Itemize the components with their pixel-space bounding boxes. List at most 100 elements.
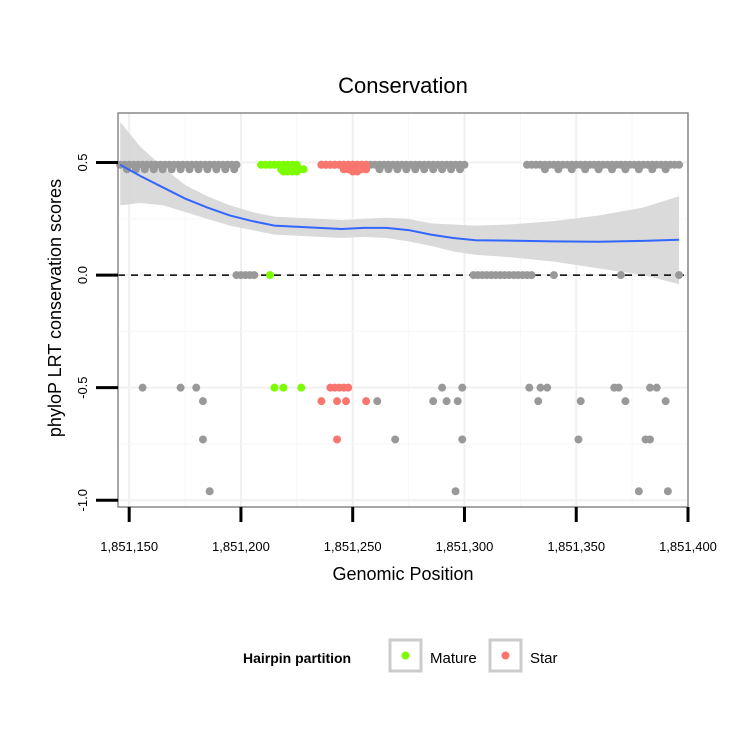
point-other (373, 397, 382, 406)
point-other (140, 165, 149, 174)
x-tick-label: 1,851,150 (100, 539, 158, 554)
point-other (393, 165, 402, 174)
point-other (250, 271, 259, 280)
point-other (451, 487, 460, 496)
point-other (384, 165, 393, 174)
point-other (648, 165, 657, 174)
point-other (212, 165, 221, 174)
point-other (536, 383, 545, 392)
confidence-band (120, 122, 680, 285)
point-star (362, 165, 371, 174)
legend-label-star: Star (530, 650, 558, 667)
point-other (663, 487, 672, 496)
axes: 1,851,150 1,851,200 1,851,250 1,851,300 1,85… (75, 153, 717, 554)
point-other (543, 383, 552, 392)
point-other (205, 487, 214, 496)
point-other (402, 165, 411, 174)
point-other (652, 383, 661, 392)
point-star (333, 435, 342, 444)
point-other (198, 397, 207, 406)
point-mature (297, 383, 306, 392)
point-other (646, 383, 654, 392)
point-other (438, 383, 447, 392)
point-other (453, 397, 462, 406)
point-other (540, 165, 549, 174)
point-other (176, 165, 185, 174)
legend-title: Hairpin partition (243, 650, 351, 666)
point-other (442, 397, 451, 406)
point-other (149, 165, 158, 174)
point-other (554, 165, 563, 174)
point-other (646, 435, 654, 444)
y-tick-label: -0.5 (75, 376, 90, 398)
plot-panel (116, 112, 689, 508)
legend-label-mature: Mature (430, 650, 477, 667)
point-other (447, 165, 456, 174)
y-tick-label: -1.0 (75, 489, 90, 511)
x-axis-title: Genomic Position (332, 564, 473, 584)
point-other (567, 165, 576, 174)
point-other (203, 165, 212, 174)
y-tick-label: 0.5 (75, 153, 90, 171)
point-other (375, 165, 384, 174)
point-other (675, 160, 684, 169)
point-mature (270, 383, 279, 392)
x-tick-label: 1,851,200 (212, 539, 270, 554)
point-mature (299, 165, 308, 174)
point-other (574, 435, 583, 444)
point-other (458, 435, 467, 444)
legend-star-dot (501, 651, 510, 660)
point-star (353, 167, 362, 176)
point-other (221, 165, 230, 174)
panel-border (117, 112, 689, 508)
x-tick-label: 1,851,300 (436, 539, 494, 554)
point-other (230, 165, 239, 174)
point-other (581, 165, 590, 174)
point-other (429, 165, 438, 174)
point-other (634, 165, 643, 174)
point-other (158, 165, 167, 174)
y-tick-label: 0.0 (75, 266, 90, 284)
x-tick-label: 1,851,350 (547, 539, 605, 554)
point-star (317, 397, 326, 406)
y-axis-title: phyloP LRT conservation scores (45, 179, 65, 437)
point-other (621, 165, 630, 174)
point-other (576, 397, 585, 406)
point-other (634, 487, 643, 496)
point-star (333, 397, 342, 406)
x-tick-label: 1,851,250 (324, 539, 382, 554)
smooth-line (119, 163, 680, 243)
point-other (456, 165, 464, 174)
confidence-ribbon (120, 122, 680, 285)
point-other (138, 383, 147, 392)
point-other (594, 165, 603, 174)
legend-mature-dot (401, 651, 410, 660)
point-other (661, 397, 670, 406)
loess-line (119, 163, 680, 243)
point-other (176, 383, 185, 392)
point-other (525, 383, 534, 392)
x-tick-label: 1,851,400 (659, 539, 717, 554)
point-other (527, 271, 536, 280)
point-mature (266, 271, 274, 280)
point-other (614, 383, 623, 392)
point-other (661, 165, 670, 174)
point-other (621, 397, 630, 406)
point-other (675, 271, 684, 280)
point-mature (292, 167, 301, 176)
point-other (429, 397, 438, 406)
point-mature (279, 383, 288, 392)
chart-title: Conservation (338, 73, 468, 98)
point-other (420, 165, 429, 174)
point-other (185, 165, 194, 174)
point-other (391, 435, 400, 444)
legend: Hairpin partition Mature Star (243, 638, 558, 673)
point-star (344, 383, 353, 392)
point-other (534, 397, 543, 406)
point-star (362, 397, 371, 406)
point-other (411, 165, 420, 174)
point-other (167, 165, 176, 174)
point-other (194, 165, 203, 174)
point-other (549, 271, 558, 280)
